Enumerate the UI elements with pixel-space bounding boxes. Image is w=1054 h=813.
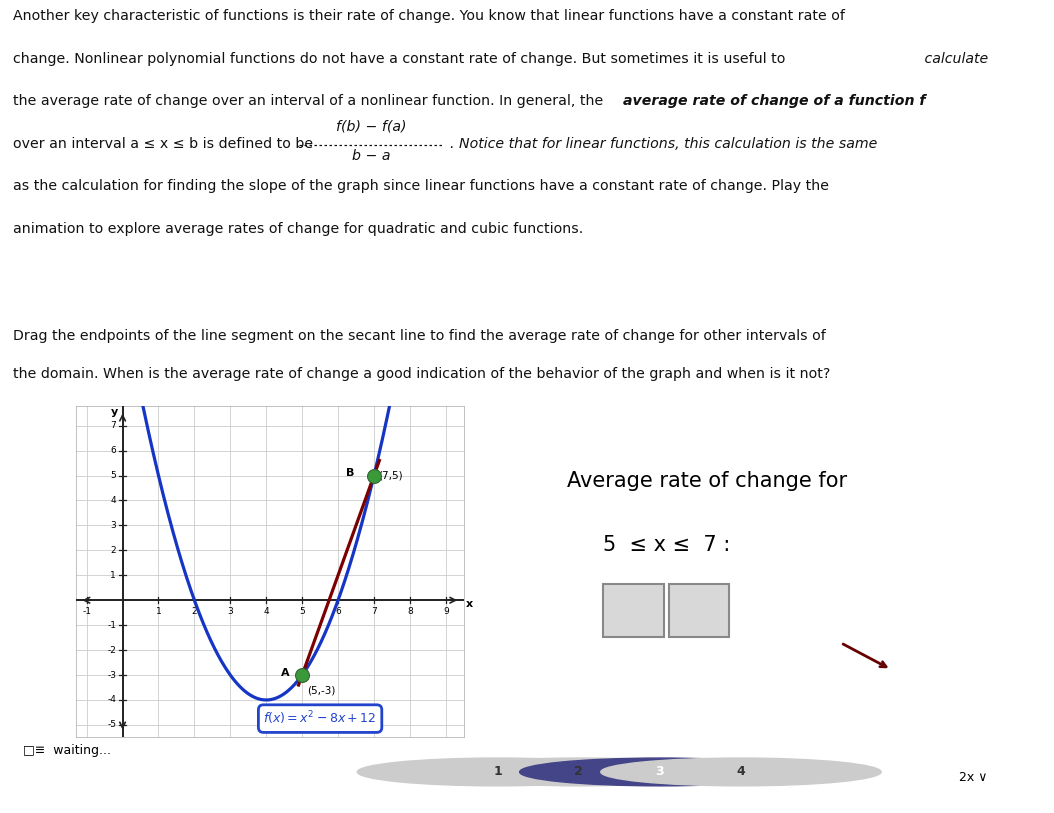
Text: 3: 3 xyxy=(656,766,664,778)
Circle shape xyxy=(601,758,881,786)
Text: B: B xyxy=(346,468,354,478)
Text: over an interval a ≤ x ≤ b is defined to be: over an interval a ≤ x ≤ b is defined to… xyxy=(13,137,313,151)
Text: -2: -2 xyxy=(108,646,116,654)
Text: calculate: calculate xyxy=(920,52,989,66)
Text: 6: 6 xyxy=(335,607,340,616)
Circle shape xyxy=(357,758,638,786)
Text: -4: -4 xyxy=(108,695,116,705)
Text: 3: 3 xyxy=(111,521,116,530)
Text: $f(x) = x^2 - 8x + 12$: $f(x) = x^2 - 8x + 12$ xyxy=(264,710,376,728)
Text: 5  ≤ x ≤  7 :: 5 ≤ x ≤ 7 : xyxy=(603,536,730,555)
Text: 4: 4 xyxy=(111,496,116,505)
Text: -1: -1 xyxy=(82,607,91,616)
Text: 1: 1 xyxy=(493,766,502,778)
Text: 4: 4 xyxy=(264,607,269,616)
Text: 3: 3 xyxy=(228,607,233,616)
Text: -5: -5 xyxy=(108,720,116,729)
Text: 5: 5 xyxy=(111,471,116,480)
Text: 5: 5 xyxy=(299,607,305,616)
Text: -3: -3 xyxy=(108,671,116,680)
Text: . Notice that for linear functions, this calculation is the same: . Notice that for linear functions, this… xyxy=(450,137,877,151)
Text: animation to explore average rates of change for quadratic and cubic functions.: animation to explore average rates of ch… xyxy=(13,222,583,236)
Text: 2: 2 xyxy=(574,766,583,778)
Text: average rate of change of a function f: average rate of change of a function f xyxy=(623,94,925,108)
Text: the domain. When is the average rate of change a good indication of the behavior: the domain. When is the average rate of … xyxy=(13,367,829,381)
Text: (5,-3): (5,-3) xyxy=(308,685,336,695)
Text: 7: 7 xyxy=(371,607,377,616)
Text: b − a: b − a xyxy=(352,150,390,163)
Text: 1: 1 xyxy=(156,607,161,616)
Text: 1: 1 xyxy=(111,571,116,580)
Text: (7,5): (7,5) xyxy=(378,471,403,480)
Text: 4: 4 xyxy=(737,766,745,778)
Circle shape xyxy=(438,758,719,786)
Text: A: A xyxy=(281,667,290,677)
Bar xyxy=(603,584,664,637)
Text: 2: 2 xyxy=(111,546,116,554)
Bar xyxy=(668,584,729,637)
Text: as the calculation for finding the slope of the graph since linear functions hav: as the calculation for finding the slope… xyxy=(13,180,828,193)
Circle shape xyxy=(520,758,800,786)
Text: Another key characteristic of functions is their rate of change. You know that l: Another key characteristic of functions … xyxy=(13,10,844,24)
Text: □≡  waiting...: □≡ waiting... xyxy=(23,745,111,757)
Text: 2: 2 xyxy=(192,607,197,616)
Text: y: y xyxy=(111,407,118,417)
Text: x: x xyxy=(466,599,472,609)
Text: 2x ∨: 2x ∨ xyxy=(959,771,988,784)
Text: 7: 7 xyxy=(111,421,116,430)
Text: Drag the endpoints of the line segment on the secant line to find the average ra: Drag the endpoints of the line segment o… xyxy=(13,329,825,343)
Text: f(b) − f(a): f(b) − f(a) xyxy=(336,120,406,133)
Text: 8: 8 xyxy=(407,607,413,616)
Text: 9: 9 xyxy=(443,607,449,616)
Text: -1: -1 xyxy=(108,620,116,629)
Text: 6: 6 xyxy=(111,446,116,455)
Text: change. Nonlinear polynomial functions do not have a constant rate of change. Bu: change. Nonlinear polynomial functions d… xyxy=(13,52,785,66)
Text: the average rate of change over an interval of a nonlinear function. In general,: the average rate of change over an inter… xyxy=(13,94,607,108)
Text: Average rate of change for: Average rate of change for xyxy=(567,471,847,491)
